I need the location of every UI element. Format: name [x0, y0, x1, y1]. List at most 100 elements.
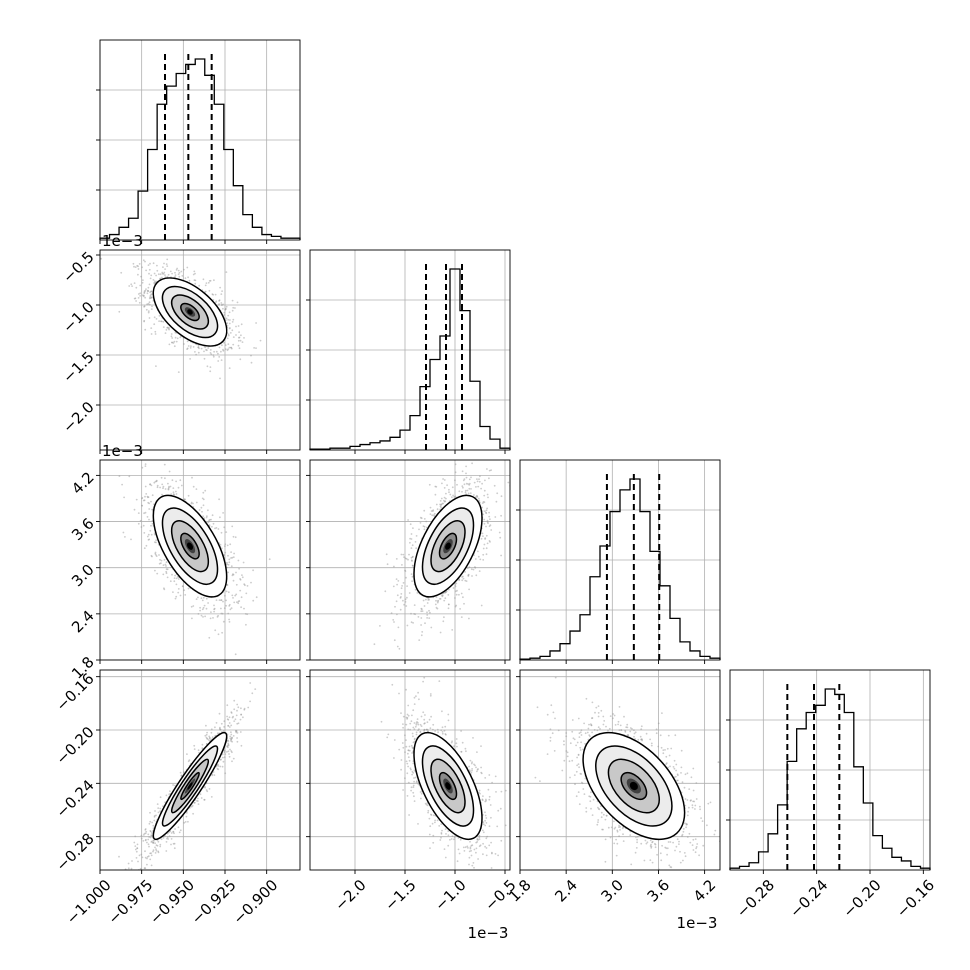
scatter-point [121, 483, 123, 486]
scatter-point [218, 498, 221, 501]
scatter-point [250, 354, 252, 357]
scatter-point [416, 592, 419, 594]
scatter-point [224, 753, 227, 755]
scatter-point [149, 262, 151, 265]
scatter-point [441, 502, 444, 505]
scatter-point [409, 541, 411, 544]
scatter-point [417, 616, 420, 618]
scatter-point [403, 603, 405, 606]
scatter-point [210, 611, 212, 613]
scatter-point [454, 585, 457, 588]
scatter-point [414, 588, 417, 591]
scatter-point [215, 599, 218, 601]
scatter-point [225, 604, 228, 607]
scatter-point [142, 499, 145, 502]
scatter-point [229, 332, 232, 334]
scatter-point [173, 345, 176, 348]
scatter-point [245, 592, 248, 595]
scatter-point [139, 295, 142, 297]
scatter-point [156, 572, 159, 575]
scatter-point [169, 270, 172, 273]
scatter-point [413, 604, 416, 606]
scatter-point [239, 339, 242, 342]
scatter-point [177, 591, 180, 594]
scatter-point [405, 557, 408, 560]
scatter-point [227, 314, 230, 317]
scatter-point [220, 599, 223, 601]
scatter-point [197, 346, 200, 349]
scatter-point [410, 533, 413, 535]
scatter-point [230, 551, 233, 553]
scatter-point [203, 350, 205, 353]
scatter-point [184, 821, 187, 823]
scatter-point [191, 617, 193, 620]
scatter-point [146, 841, 148, 844]
scatter-point [473, 494, 475, 496]
scatter-point [228, 618, 231, 621]
scatter-point [486, 493, 489, 496]
scatter-point [177, 371, 180, 373]
scatter-point [149, 291, 152, 294]
scatter-point [225, 531, 228, 533]
scatter-point [161, 493, 163, 496]
scatter-point [161, 276, 163, 279]
scatter-point [404, 598, 407, 601]
scatter-point [187, 494, 190, 497]
scatter-point [180, 484, 183, 487]
scatter-point [178, 275, 181, 278]
scatter-point [148, 518, 150, 521]
scatter-point [161, 272, 164, 275]
scatter-point [420, 517, 423, 520]
scatter-point [228, 561, 231, 564]
scatter-point [204, 615, 207, 618]
histogram-panel-4 [726, 669, 931, 874]
scatter-point [220, 547, 223, 550]
scatter-point [159, 273, 162, 276]
scatter-point [214, 293, 217, 296]
scatter-point [142, 279, 144, 281]
scatter-point [400, 596, 402, 598]
scatter-point [477, 497, 480, 500]
scatter-point [155, 554, 157, 556]
scatter-point [435, 596, 438, 598]
scatter-point [459, 608, 461, 610]
scatter-point [225, 590, 228, 593]
scatter-point [222, 512, 225, 514]
scatter-point [407, 558, 409, 561]
scatter-point [166, 576, 169, 579]
scatter-point [226, 704, 229, 707]
scatter-point [486, 521, 489, 524]
scatter-point [206, 731, 209, 734]
scatter-point [220, 350, 222, 353]
scatter-point [410, 538, 413, 540]
scatter-point [411, 544, 414, 547]
scatter-point [162, 485, 165, 488]
contour-line [180, 302, 200, 322]
histogram-step-4 [729, 688, 931, 870]
scatter-point [160, 320, 163, 323]
scatter-point [146, 292, 149, 295]
scatter-point [454, 471, 457, 474]
scatter-point [227, 612, 230, 615]
scatter-point [493, 484, 496, 487]
scatter-point [227, 591, 230, 594]
scatter-point [218, 303, 221, 305]
scatter-point [172, 491, 175, 494]
scatter-point [148, 822, 151, 825]
scatter-point [202, 515, 205, 518]
scatter-point [170, 838, 173, 840]
scatter-point [154, 281, 157, 284]
scatter-point [217, 352, 219, 355]
scatter-point [402, 553, 405, 556]
scatter-point [469, 492, 472, 495]
scatter-point [169, 580, 172, 583]
scatter-point [404, 569, 406, 572]
scatter-point [133, 265, 135, 268]
scatter-point [212, 617, 214, 619]
scatter-point [409, 537, 411, 540]
scatter-point [439, 631, 442, 634]
scatter-point [443, 487, 446, 489]
scatter-point [477, 550, 479, 553]
scatter-point [165, 572, 168, 575]
scatter-point [447, 594, 450, 596]
